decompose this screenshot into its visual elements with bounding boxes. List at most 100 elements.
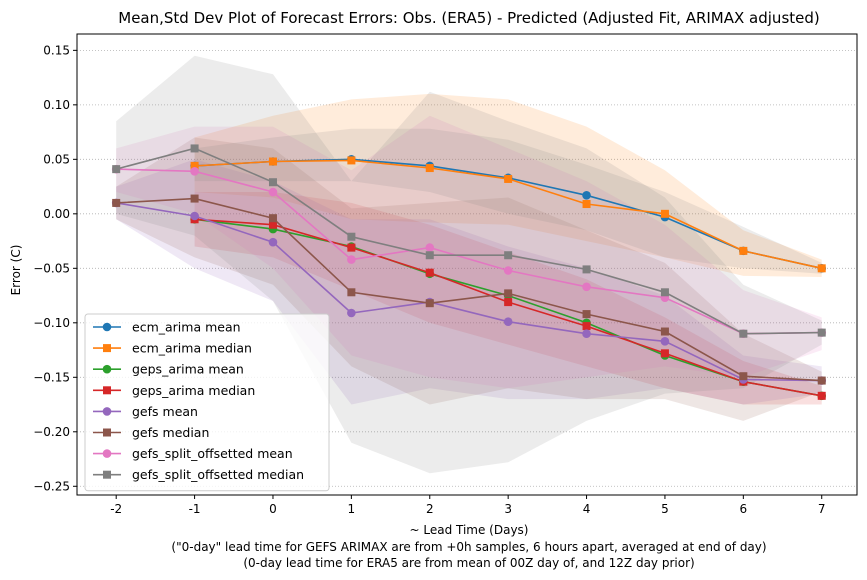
y-tick-label: −0.25 xyxy=(33,479,70,493)
legend-marker xyxy=(103,428,111,437)
band-extra xyxy=(194,128,822,274)
plot-frame xyxy=(76,33,858,496)
point-gefs-median xyxy=(582,310,591,319)
legend-label: geps_arima median xyxy=(132,383,255,398)
point-gefs-split-offsetted-median xyxy=(817,328,826,337)
x-tick-label: 7 xyxy=(818,502,826,516)
point-geps-arima-median xyxy=(504,298,513,307)
point-ecm-arima-median xyxy=(582,200,591,209)
point-gefs-median xyxy=(425,299,434,308)
legend-marker xyxy=(102,407,112,416)
point-gefs-median xyxy=(268,214,277,223)
point-gefs-median xyxy=(817,376,826,385)
line-gefs-split-offsetted-mean xyxy=(116,168,822,335)
x-tick-label: 3 xyxy=(504,502,512,516)
y-axis-label: Error (C) xyxy=(9,245,23,296)
legend-label: gefs_split_offsetted mean xyxy=(132,446,293,461)
x-axis-note-2: (0-day lead time for ERA5 are from mean … xyxy=(243,556,694,570)
line-gefs-mean xyxy=(116,202,822,382)
band-gefs-split-offsetted-median xyxy=(116,55,822,474)
point-ecm-arima-median xyxy=(347,156,356,165)
point-ecm-arima-median xyxy=(504,174,513,183)
x-axis-label: ~ Lead Time (Days) xyxy=(409,523,528,537)
point-gefs-mean xyxy=(347,308,356,318)
point-gefs-split-offsetted-median xyxy=(425,251,434,260)
x-tick-label: -1 xyxy=(189,502,201,516)
point-gefs-split-offsetted-mean xyxy=(425,243,435,252)
x-tick-label: -2 xyxy=(110,502,122,516)
y-tick-label: 0.15 xyxy=(43,43,70,57)
legend-marker xyxy=(103,386,111,395)
y-tick-label: −0.20 xyxy=(33,425,70,439)
point-gefs-split-offsetted-mean xyxy=(582,282,591,292)
band-gefs-split-offsetted-mean xyxy=(116,115,822,389)
point-geps-arima-median xyxy=(347,243,356,252)
point-gefs-mean xyxy=(660,337,670,346)
point-gefs-mean xyxy=(268,237,278,247)
point-gefs-median xyxy=(112,198,121,207)
point-gefs-split-offsetted-median xyxy=(190,144,199,153)
band-ecm-arima-median xyxy=(194,93,822,278)
point-gefs-mean xyxy=(582,329,591,339)
point-gefs-split-offsetted-mean xyxy=(347,255,356,264)
point-geps-arima-median xyxy=(268,220,277,229)
y-tick-label: 0.00 xyxy=(43,207,70,221)
point-ecm-arima-median xyxy=(425,164,434,173)
x-tick-label: 0 xyxy=(269,502,277,516)
point-gefs-median xyxy=(190,194,199,203)
point-geps-arima-median xyxy=(582,322,591,331)
y-tick-label: 0.10 xyxy=(43,98,70,112)
point-ecm-arima-median xyxy=(739,246,748,255)
point-gefs-median xyxy=(347,288,356,297)
point-gefs-split-offsetted-median xyxy=(660,288,669,297)
legend-box xyxy=(84,313,330,492)
point-gefs-split-offsetted-median xyxy=(582,265,591,274)
x-tick-label: 2 xyxy=(426,502,434,516)
point-ecm-arima-median xyxy=(268,157,277,166)
point-ecm-arima-median xyxy=(190,161,199,170)
point-gefs-median xyxy=(660,327,669,336)
point-gefs-split-offsetted-median xyxy=(112,165,121,174)
point-gefs-split-offsetted-median xyxy=(739,329,748,338)
y-axis-ticks: −0.25 −0.20 −0.15 −0.10 −0.05 0.00 0.05 0.10 0.1… xyxy=(33,43,77,493)
y-tick-label: 0.05 xyxy=(43,152,70,166)
x-axis-ticks: -2 -1 0 1 2 3 4 5 6 7 xyxy=(110,495,826,516)
legend-marker xyxy=(102,322,112,332)
legend-label: ecm_arima mean xyxy=(132,320,241,335)
point-gefs-split-offsetted-median xyxy=(504,251,513,260)
point-gefs-split-offsetted-median xyxy=(347,232,356,241)
x-tick-label: 6 xyxy=(740,502,748,516)
point-gefs-mean xyxy=(503,317,513,327)
band-gefs-mean xyxy=(116,159,822,405)
point-geps-arima-median xyxy=(660,349,669,358)
legend-label: gefs mean xyxy=(132,404,198,419)
x-tick-label: 5 xyxy=(661,502,669,516)
point-geps-arima-median xyxy=(425,268,434,277)
y-tick-label: −0.05 xyxy=(33,261,70,275)
x-tick-label: 1 xyxy=(348,502,356,516)
legend-marker xyxy=(102,364,112,374)
point-gefs-median xyxy=(739,372,748,381)
y-tick-label: −0.10 xyxy=(33,316,70,330)
point-ecm-arima-mean xyxy=(582,190,591,200)
legend-marker xyxy=(103,470,111,479)
point-gefs-split-offsetted-mean xyxy=(190,167,199,176)
legend-marker xyxy=(102,449,112,458)
legend-label: ecm_arima median xyxy=(132,341,252,356)
point-gefs-median xyxy=(504,289,513,298)
point-gefs-split-offsetted-mean xyxy=(268,187,278,197)
legend-label: gefs_split_offsetted median xyxy=(132,467,304,482)
legend-label: geps_arima mean xyxy=(132,362,244,377)
point-ecm-arima-median xyxy=(660,209,669,218)
x-tick-label: 4 xyxy=(583,502,591,516)
point-ecm-arima-median xyxy=(817,264,826,273)
point-gefs-split-offsetted-median xyxy=(268,178,277,187)
y-tick-label: −0.15 xyxy=(33,370,70,384)
point-gefs-split-offsetted-mean xyxy=(503,266,513,275)
chart-title: Mean,Std Dev Plot of Forecast Errors: Ob… xyxy=(118,9,820,27)
x-axis-note-1: ("0-day" lead time for GEFS ARIMAX are f… xyxy=(171,540,766,554)
legend-marker xyxy=(103,344,111,353)
legend-label: gefs median xyxy=(132,425,209,440)
series-lines xyxy=(111,144,827,401)
